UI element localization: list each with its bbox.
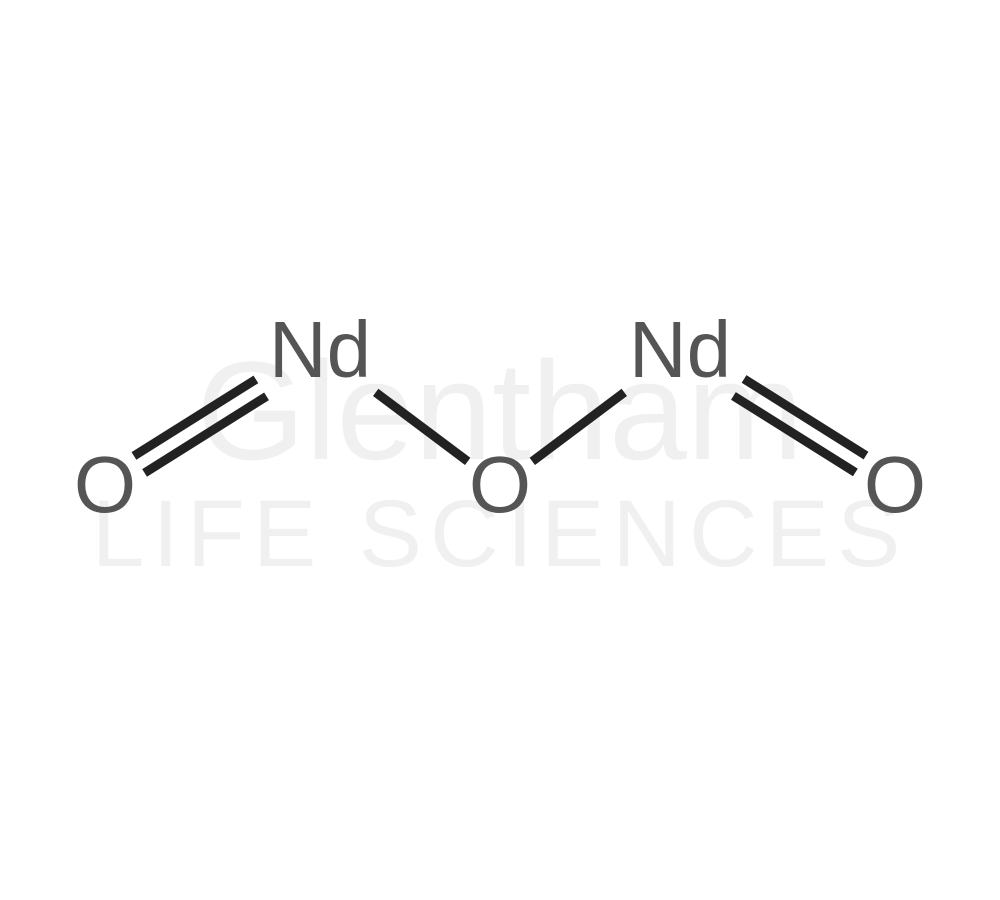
atom-o3: O [864,445,926,525]
atom-o2: O [469,445,531,525]
bond-nd2-o3 [739,387,861,463]
atom-nd2: Nd [629,310,731,390]
atom-nd1: Nd [269,310,371,390]
bond-o2-nd2 [532,392,624,461]
atom-o1: O [74,445,136,525]
bond-o1-nd1 [139,387,261,463]
bond-nd1-o2 [376,392,468,461]
diagram-canvas: Glentham LIFE SCIENCES ONdONdO [0,0,1000,900]
